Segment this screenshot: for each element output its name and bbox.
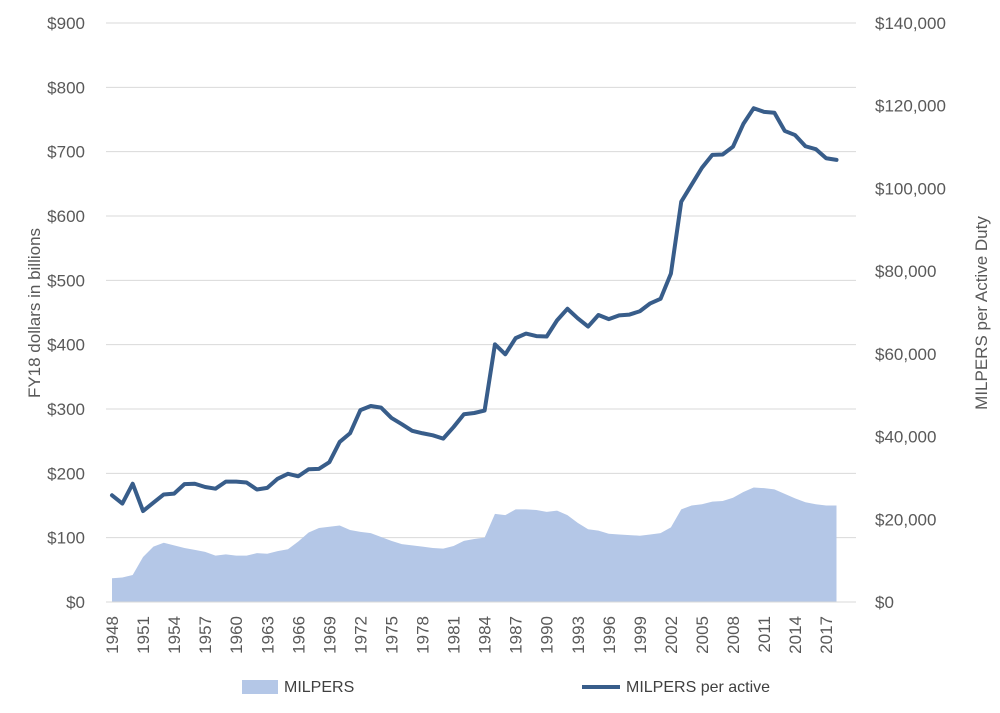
x-tick-label: 2005 — [693, 616, 712, 654]
x-tick-label: 1972 — [351, 616, 370, 654]
left-y-tick-label: $200 — [47, 464, 85, 483]
left-y-tick-label: $100 — [47, 529, 85, 548]
right-y-tick-label: $80,000 — [875, 262, 936, 281]
left-y-axis-ticks: $0 $100 $200 $300 $400 $500 $600 $700 $800 $900 — [47, 14, 85, 612]
legend-swatch-milpers — [242, 680, 278, 694]
left-y-tick-label: $700 — [47, 143, 85, 162]
x-tick-label: 1984 — [476, 616, 495, 654]
x-tick-label: 1963 — [258, 616, 277, 654]
x-tick-label: 1969 — [320, 616, 339, 654]
x-tick-label: 2014 — [786, 616, 805, 654]
left-y-tick-label: $400 — [47, 336, 85, 355]
x-tick-label: 1960 — [227, 616, 246, 654]
right-y-tick-label: $60,000 — [875, 345, 936, 364]
legend-label-milpers-per-active: MILPERS per active — [626, 679, 770, 696]
left-y-axis-title: FY18 dollars in billions — [25, 228, 44, 398]
x-tick-label: 1987 — [507, 616, 526, 654]
x-tick-label: 1951 — [134, 616, 153, 654]
left-y-tick-label: $500 — [47, 271, 85, 290]
legend-label-milpers: MILPERS — [284, 679, 354, 696]
left-y-tick-label: $0 — [66, 593, 85, 612]
x-tick-label: 2011 — [755, 616, 774, 653]
x-tick-label: 1966 — [289, 616, 308, 654]
right-y-tick-label: $120,000 — [875, 97, 946, 116]
right-y-axis-title: MILPERS per Active Duty — [972, 216, 991, 410]
right-y-axis-ticks: $0 $20,000 $40,000 $60,000 $80,000 $100,000 $1… — [875, 14, 946, 612]
x-tick-label: 2002 — [662, 616, 681, 654]
right-y-tick-label: $140,000 — [875, 14, 946, 33]
x-tick-label: 1954 — [165, 616, 184, 654]
left-y-tick-label: $300 — [47, 400, 85, 419]
x-tick-label: 1948 — [103, 616, 122, 654]
right-y-tick-label: $100,000 — [875, 179, 946, 198]
x-tick-label: 1957 — [196, 616, 215, 654]
x-tick-label: 1981 — [445, 616, 464, 654]
x-axis-ticks: 1948 1951 1954 1957 1960 1963 1966 1969 1972 1975… — [103, 616, 836, 654]
left-y-tick-label: $600 — [47, 207, 85, 226]
milpers-per-active-line-series — [110, 106, 839, 514]
x-tick-label: 1993 — [569, 616, 588, 654]
x-tick-label: 1978 — [414, 616, 433, 654]
milpers-area-series — [112, 487, 837, 602]
x-tick-label: 1990 — [538, 616, 557, 654]
x-tick-label: 1996 — [600, 616, 619, 654]
gridlines — [106, 22, 856, 539]
left-y-tick-label: $800 — [47, 78, 85, 97]
x-tick-label: 2017 — [817, 616, 836, 654]
milpers-per-active-line — [110, 106, 839, 514]
legend: MILPERS MILPERS per active — [242, 679, 770, 696]
right-y-tick-label: $40,000 — [875, 428, 936, 447]
milpers-area — [112, 487, 837, 602]
x-tick-label: 1975 — [382, 616, 401, 654]
right-y-tick-label: $20,000 — [875, 510, 936, 529]
x-tick-label: 1999 — [631, 616, 650, 654]
x-tick-label: 2008 — [724, 616, 743, 654]
left-y-tick-label: $900 — [47, 14, 85, 33]
right-y-tick-label: $0 — [875, 593, 894, 612]
